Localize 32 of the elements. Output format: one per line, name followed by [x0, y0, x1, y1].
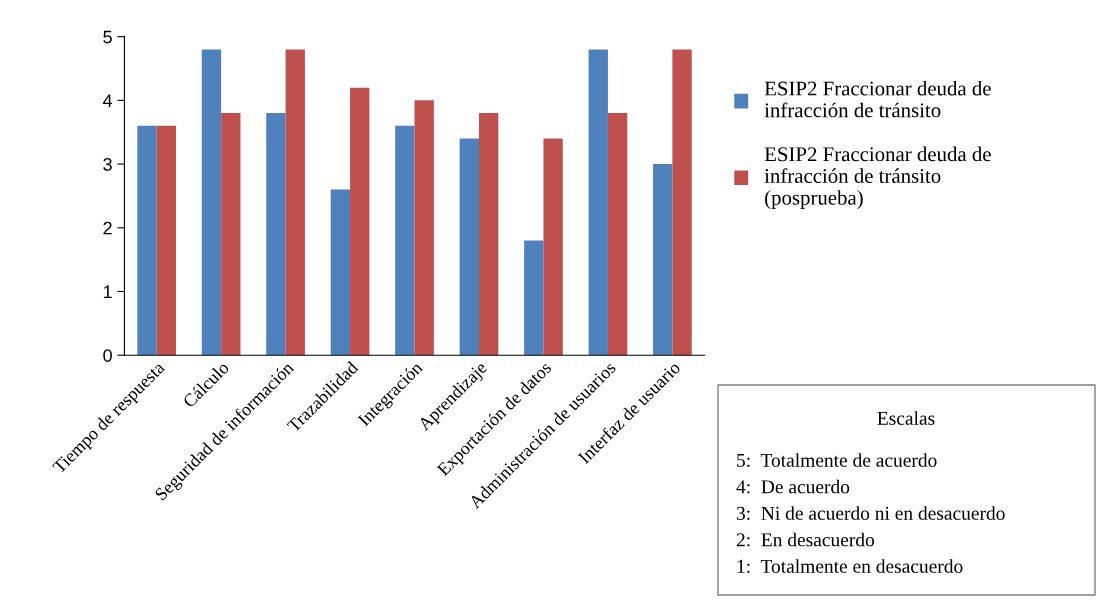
bar: [137, 125, 157, 356]
bar: [607, 113, 628, 356]
bar: [266, 113, 286, 356]
bar: [459, 138, 479, 356]
bar: [524, 240, 544, 356]
text: 5: Totalmente de acuerdo: [737, 453, 937, 467]
text: 2: En desacuerdo: [736, 532, 875, 547]
bar: [156, 125, 176, 356]
y-tick-label: 4: [102, 94, 113, 107]
bar: [221, 113, 241, 356]
bar: [285, 49, 305, 356]
bar: [588, 49, 608, 356]
y-tick-label: 2: [103, 221, 112, 235]
y-tick-label: 0: [103, 349, 112, 362]
y-tick-label: 5: [103, 30, 112, 44]
bar: [653, 164, 673, 356]
bar: [350, 87, 370, 356]
text: 3: Ni de acuerdo ni en desacuerdo: [736, 506, 1005, 520]
bar: [414, 100, 434, 356]
bar: [395, 125, 415, 356]
legend-label: ESIP2 Fraccionar deuda de infracción de tránsito: [764, 80, 991, 118]
y-tick-label: 1: [103, 285, 112, 299]
bar: [479, 113, 499, 356]
bar: [330, 189, 351, 356]
legend-label: ESIP2 Fraccionar deuda de infracción de tránsito (posprueba): [764, 146, 991, 210]
bar: [672, 49, 692, 356]
bar: [201, 49, 222, 356]
text: 1: Totalmente en desacuerdo: [737, 559, 963, 573]
text: Escalas: [877, 411, 935, 425]
y-tick-label: 3: [103, 158, 112, 171]
text: 4: De acuerdo: [736, 479, 850, 494]
bar: [543, 138, 563, 356]
